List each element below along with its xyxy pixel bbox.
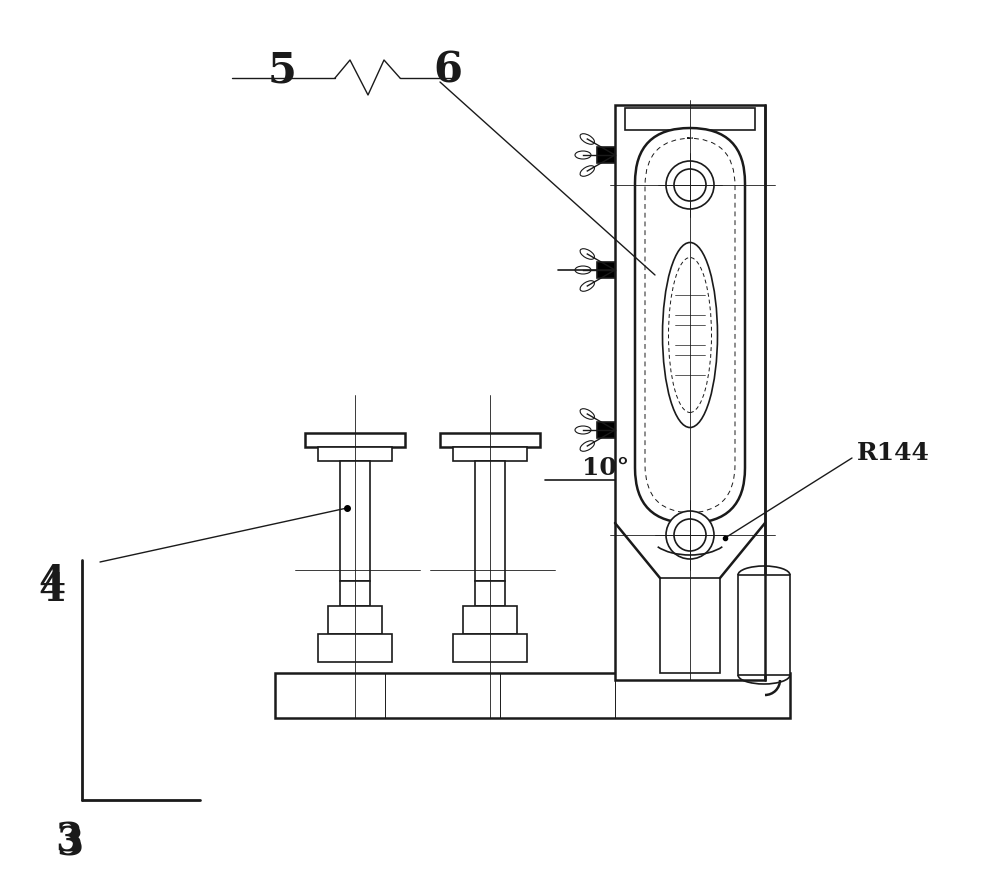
Bar xyxy=(463,606,517,634)
Text: 5: 5 xyxy=(268,49,297,91)
Ellipse shape xyxy=(580,281,594,291)
FancyBboxPatch shape xyxy=(635,128,745,523)
Bar xyxy=(340,581,370,606)
Bar xyxy=(305,433,405,447)
Bar xyxy=(328,606,382,634)
Ellipse shape xyxy=(580,166,594,176)
Ellipse shape xyxy=(580,249,594,260)
FancyBboxPatch shape xyxy=(645,138,735,513)
Bar xyxy=(625,108,755,130)
Circle shape xyxy=(674,519,706,551)
Bar xyxy=(615,105,765,680)
Ellipse shape xyxy=(668,258,712,413)
Circle shape xyxy=(674,169,706,201)
Circle shape xyxy=(666,511,714,559)
Bar xyxy=(318,447,392,461)
Bar xyxy=(453,447,527,461)
Ellipse shape xyxy=(580,440,594,451)
Ellipse shape xyxy=(580,408,594,419)
Text: 4: 4 xyxy=(38,571,65,609)
Circle shape xyxy=(666,161,714,209)
Bar xyxy=(440,433,540,447)
Text: 3: 3 xyxy=(56,826,83,864)
Bar xyxy=(475,461,505,581)
Text: R144: R144 xyxy=(857,441,930,465)
Ellipse shape xyxy=(575,266,591,274)
Text: 4: 4 xyxy=(38,563,65,601)
Bar xyxy=(318,634,392,662)
Ellipse shape xyxy=(662,243,718,428)
Bar xyxy=(475,581,505,606)
Bar xyxy=(340,461,370,581)
Ellipse shape xyxy=(575,426,591,434)
Text: 10°: 10° xyxy=(582,456,629,480)
Ellipse shape xyxy=(575,151,591,159)
Bar xyxy=(597,262,615,278)
Ellipse shape xyxy=(580,134,594,144)
Text: 6: 6 xyxy=(433,49,462,91)
Bar xyxy=(597,422,615,438)
Bar xyxy=(660,578,720,673)
Bar xyxy=(275,673,790,718)
Text: 3: 3 xyxy=(55,821,82,859)
Bar xyxy=(453,634,527,662)
Bar xyxy=(597,147,615,163)
Bar xyxy=(738,575,790,675)
